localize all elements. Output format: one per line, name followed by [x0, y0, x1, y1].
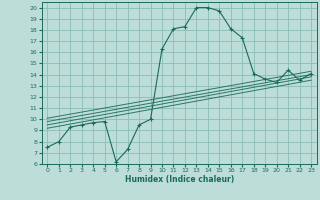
X-axis label: Humidex (Indice chaleur): Humidex (Indice chaleur)	[124, 175, 234, 184]
